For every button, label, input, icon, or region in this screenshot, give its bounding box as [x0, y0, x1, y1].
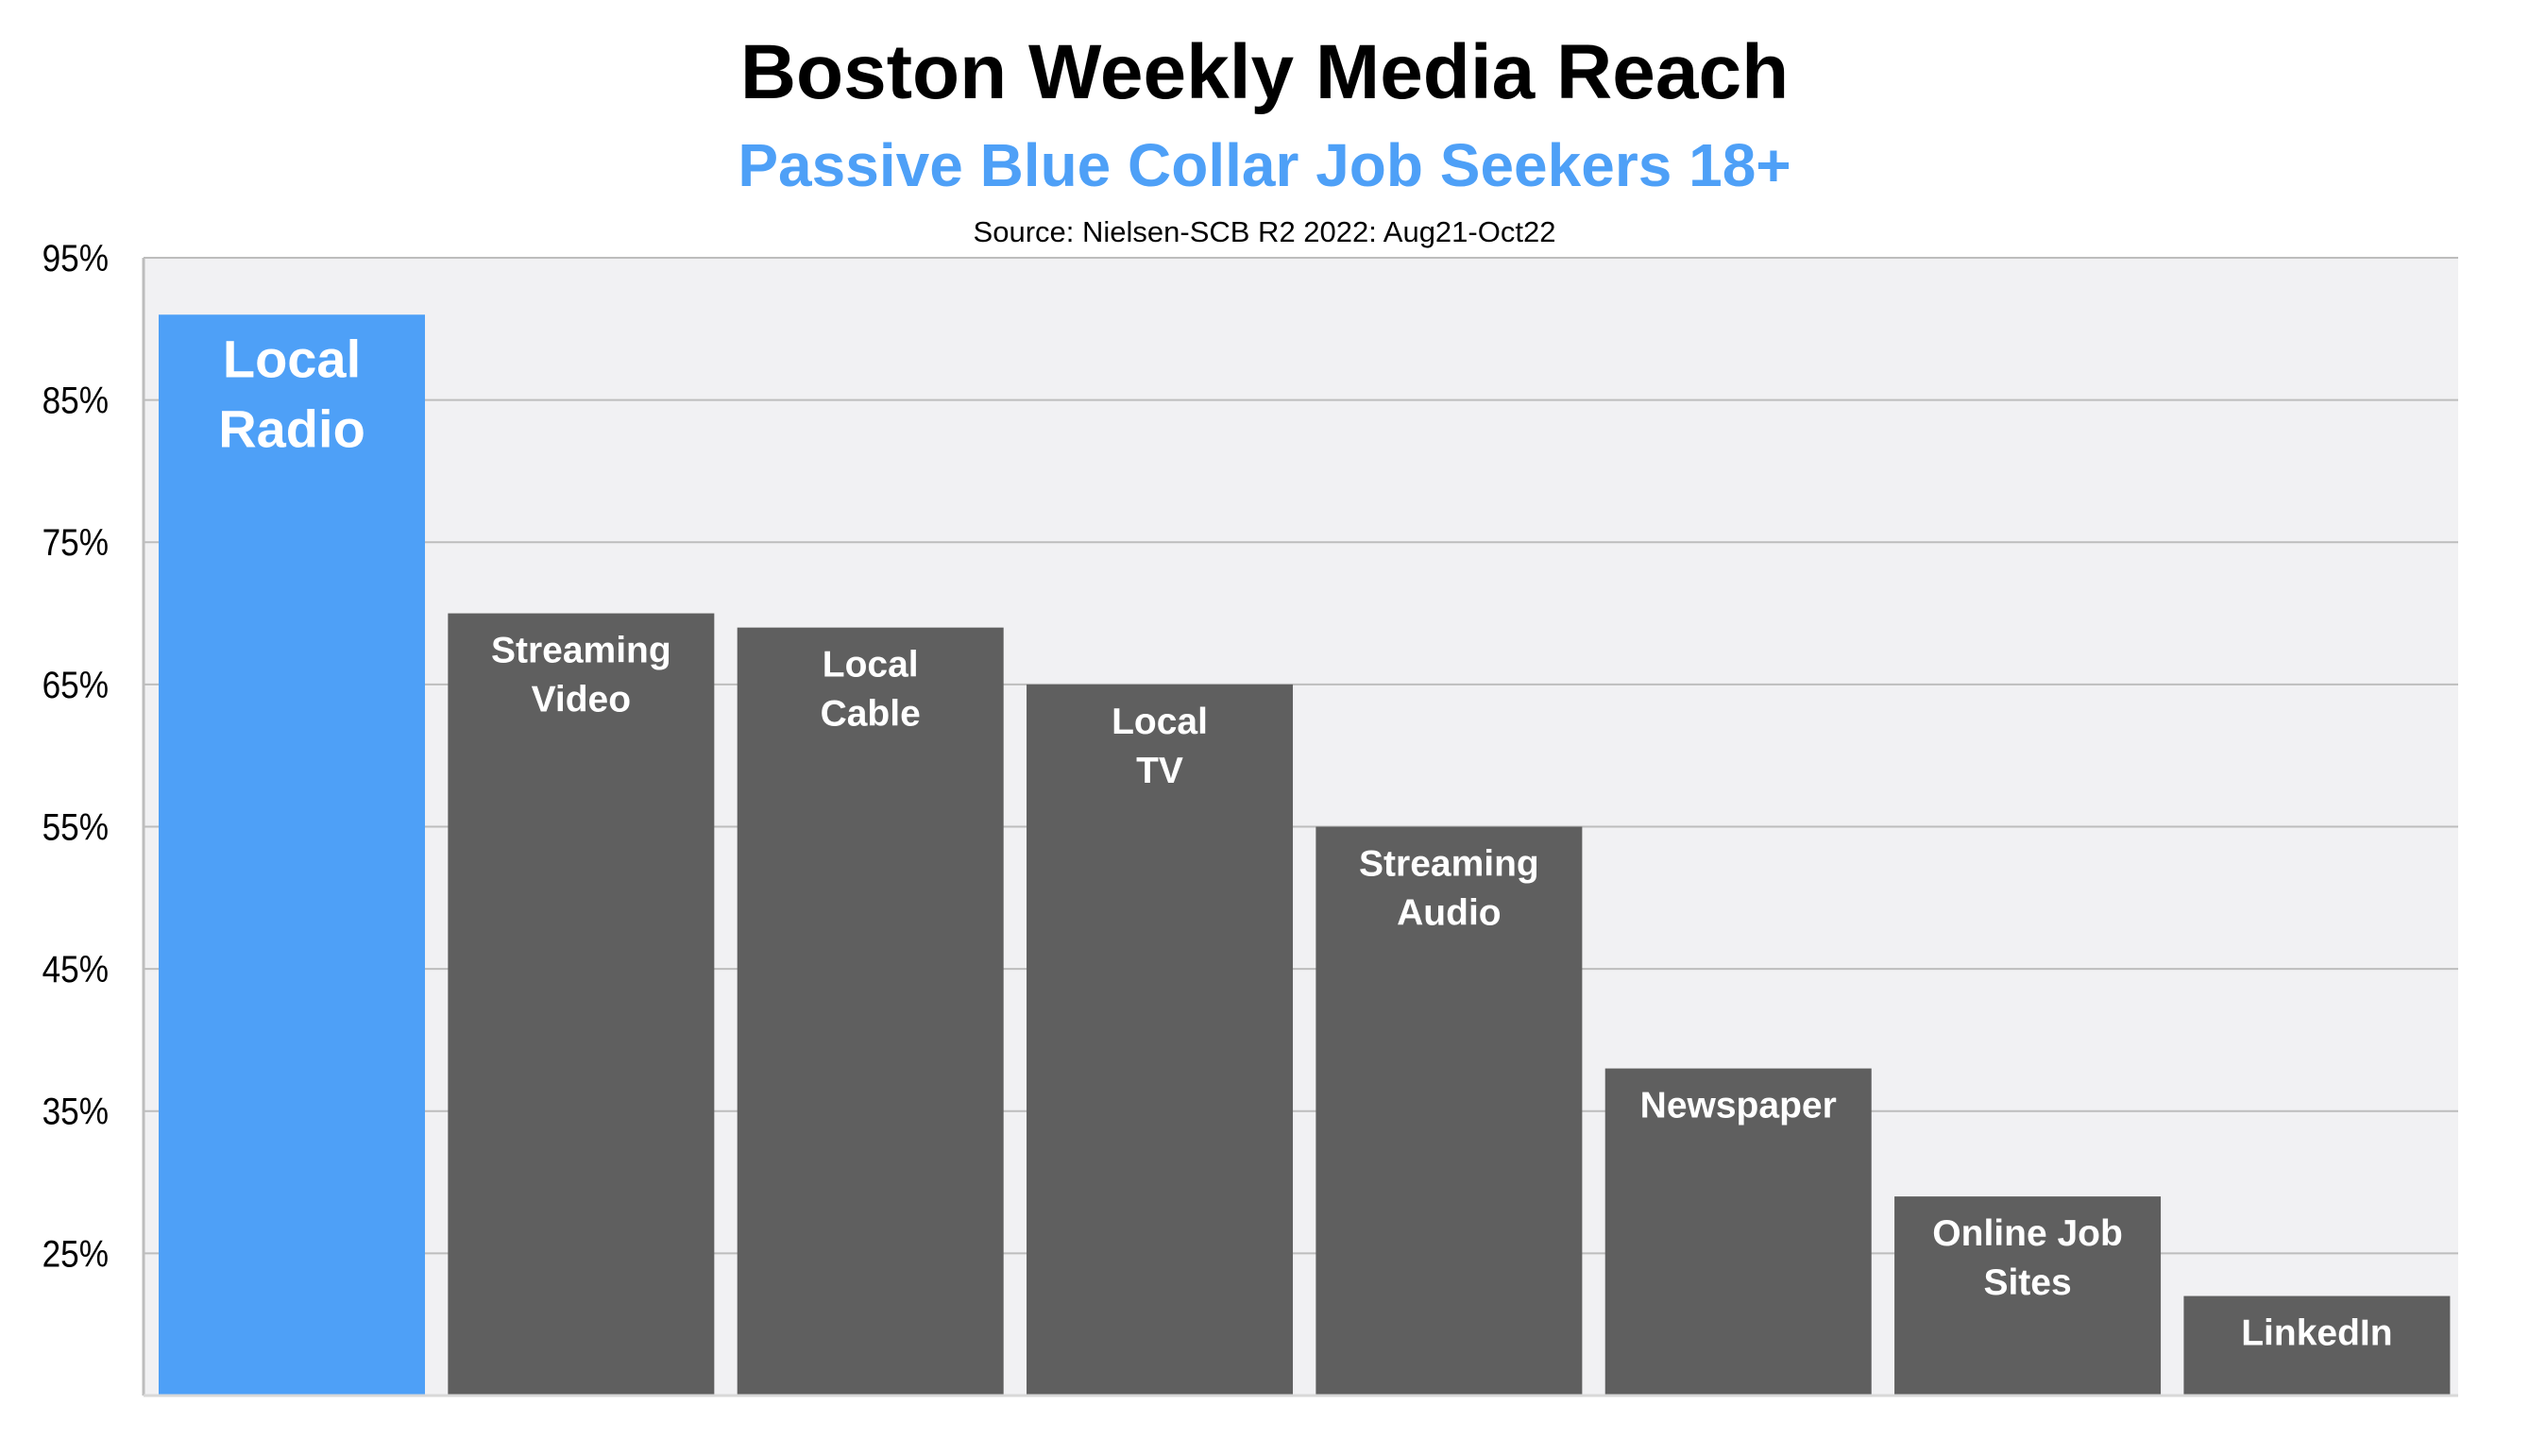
bar: [1027, 684, 1294, 1396]
chart-subtitle: Passive Blue Collar Job Seekers 18+: [738, 131, 1791, 199]
y-tick-label: 55%: [42, 805, 109, 848]
bar: [1604, 1068, 1872, 1396]
bar-label: Local: [1112, 702, 1208, 742]
bar-label: Online Job: [1932, 1213, 2123, 1254]
bar-label: Radio: [218, 398, 365, 458]
bar-label: Cable: [821, 694, 921, 735]
bar-label: Audio: [1397, 893, 1501, 934]
y-tick-label: 25%: [42, 1232, 109, 1275]
y-tick-label: 95%: [42, 237, 109, 279]
y-tick-label: 35%: [42, 1091, 109, 1133]
chart-source: Source: Nielsen-SCB R2 2022: Aug21-Oct22: [973, 215, 1556, 248]
bar: [448, 613, 715, 1396]
bar: [1894, 1196, 2162, 1396]
y-tick-label: 75%: [42, 521, 109, 564]
y-tick-label: 45%: [42, 948, 109, 990]
bar-label: Streaming: [491, 631, 671, 671]
bar-label: Newspaper: [1640, 1086, 1837, 1126]
y-tick-label: 85%: [42, 380, 109, 422]
bar-label: TV: [1136, 751, 1183, 791]
y-tick-label: 65%: [42, 664, 109, 706]
chart-title: Boston Weekly Media Reach: [739, 29, 1790, 115]
bar: [2183, 1295, 2451, 1396]
bar-label: LinkedIn: [2241, 1313, 2392, 1354]
bar: [159, 314, 425, 1396]
bar-label: Streaming: [1359, 844, 1539, 885]
bar-label: Sites: [1983, 1262, 2071, 1303]
bar: [737, 627, 1004, 1396]
bar: [1315, 826, 1583, 1396]
bar-label: Local: [223, 329, 361, 388]
bar-label: Local: [823, 645, 919, 686]
bar-label: Video: [532, 680, 631, 720]
